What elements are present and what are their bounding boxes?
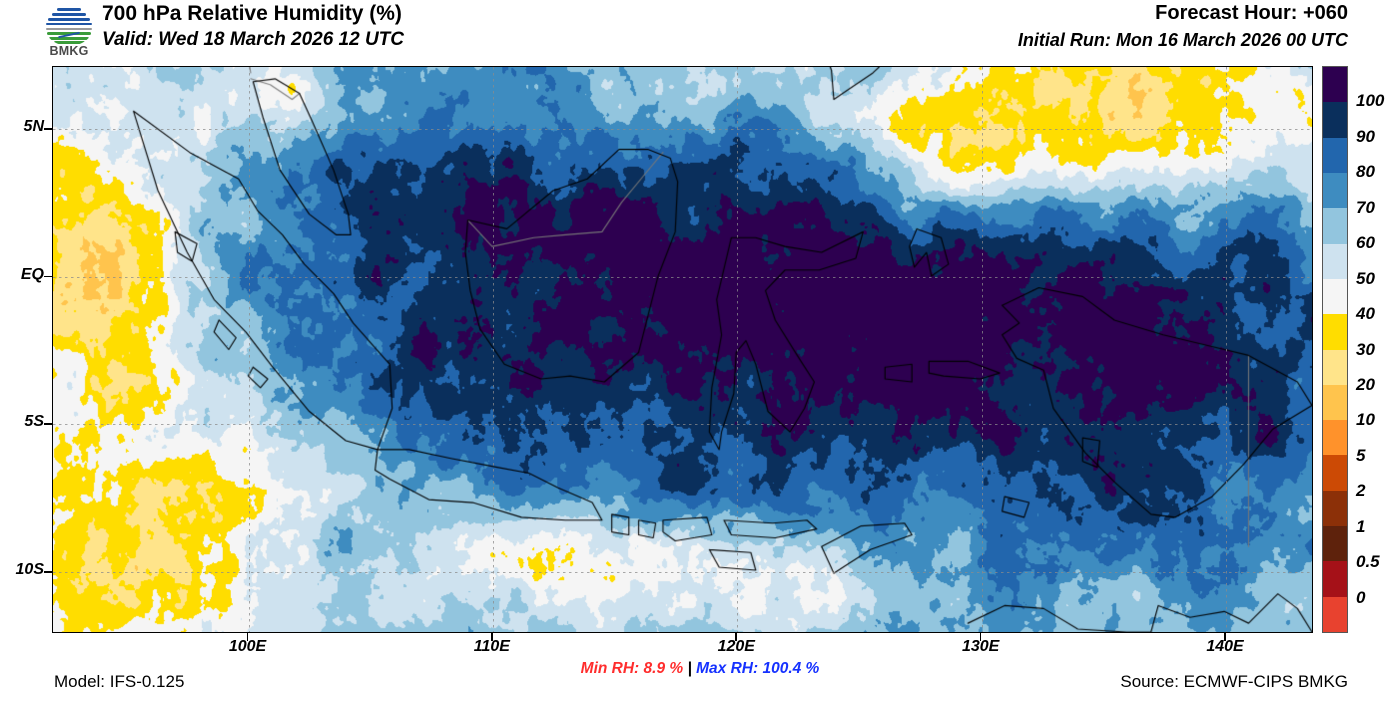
gridline-lon [1226,67,1228,632]
gridline-lat [53,129,1312,131]
min-rh-label: Min RH: [580,660,640,677]
longitude-tick-label: 130E [961,638,1000,655]
colorbar-tick-label: 40 [1356,304,1375,324]
colorbar-tick-label: 70 [1356,197,1375,217]
colorbar-band [1323,208,1347,244]
latitude-tick-mark [44,423,52,425]
longitude-tick-mark [979,633,982,641]
gridline-lon [492,67,494,632]
gridline-lon [248,67,250,632]
source-label: Source: ECMWF-CIPS BMKG [1120,672,1348,691]
minmax-separator: | [687,660,692,677]
latitude-tick-mark [44,128,52,130]
colorbar-tick-label: 90 [1356,126,1375,146]
colorbar-tick-label: 100 [1356,91,1385,111]
latitude-tick-mark [44,570,52,573]
colorbar-tick-label: 0 [1356,587,1366,607]
colorbar-band [1323,420,1347,456]
gridline-lat [53,424,1312,426]
latitude-tick-label: 10S [15,560,44,578]
longitude-tick-mark [491,633,493,641]
colorbar-band [1323,561,1347,597]
longitude-tick-label: 110E [473,638,510,655]
bmkg-logo-emblem [44,4,94,46]
colorbar-band [1323,384,1347,421]
colorbar-tick-label: 0.5 [1356,552,1380,572]
colorbar-tick-label: 10 [1356,410,1375,430]
gridline-lat [53,571,1312,573]
longitude-tick-mark [735,633,738,641]
colorbar-band [1323,67,1347,103]
colorbar-band [1323,455,1347,491]
colorbar-band [1323,349,1347,385]
colorbar-band [1323,314,1347,350]
humidity-map[interactable]: Copyright Sub Bidang Prediksi Cuaca BMKG… [52,66,1313,633]
colorbar-tick-label: 1 [1356,516,1366,536]
bmkg-logo-text: BMKG [49,44,89,58]
colorbar-band [1323,172,1347,209]
max-rh-label: Max RH: [696,660,759,677]
colorbar-band [1323,278,1347,315]
initial-run-label: Initial Run: Mon 16 March 2026 00 UTC [1017,30,1348,50]
longitude-tick-label: 140E [1206,638,1244,655]
colorbar-tick-label: 30 [1356,339,1375,359]
colorbar-band [1323,526,1347,562]
model-label: Model: IFS-0.125 [54,672,185,691]
latitude-tick-label: 5N [23,118,44,136]
min-rh-value: 8.9 % [643,660,684,677]
colorbar-tick-label: 5 [1356,445,1366,465]
humidity-field-canvas [53,67,1312,632]
latitude-tick-label: EQ [20,265,44,283]
minmax-rh-readout: Min RH: 8.9 % | Max RH: 100.4 % [0,660,1400,678]
gridline-lon [737,67,739,632]
colorbar-tick-label: 80 [1356,162,1375,182]
latitude-tick-mark [44,275,52,278]
colorbar-tick-label: 50 [1356,268,1375,288]
longitude-tick-mark [1224,633,1226,641]
gridline-lon [981,67,983,632]
colorbar-band [1323,102,1347,138]
colorbar-tick-label: 2 [1356,481,1366,501]
longitude-tick-label: 120E [717,638,755,655]
page-title: 700 hPa Relative Humidity (%) [102,2,402,25]
longitude-tick-label: 100E [228,638,267,655]
max-rh-value: 100.4 % [762,660,820,677]
longitude-tick-mark [246,633,249,641]
colorbar [1322,66,1348,633]
colorbar-band [1323,490,1347,527]
colorbar-band [1323,243,1347,279]
gridline-lat [53,276,1312,278]
latitude-tick-label: 5S [24,413,44,431]
bmkg-logo: BMKG [38,4,100,58]
colorbar-tick-label: 60 [1356,233,1375,253]
colorbar-band [1323,596,1347,632]
valid-time-label: Valid: Wed 18 March 2026 12 UTC [102,29,405,50]
header-right-block: Forecast Hour: +060 Initial Run: Mon 16 … [1018,2,1348,51]
colorbar-band [1323,137,1347,173]
colorbar-labels: 100 90 80 70 60 50 40 30 20 10 5 2 1 0.5 0 [1356,66,1400,633]
colorbar-tick-label: 20 [1356,374,1375,394]
forecast-hour-label: Forecast Hour: +060 [1155,2,1348,24]
